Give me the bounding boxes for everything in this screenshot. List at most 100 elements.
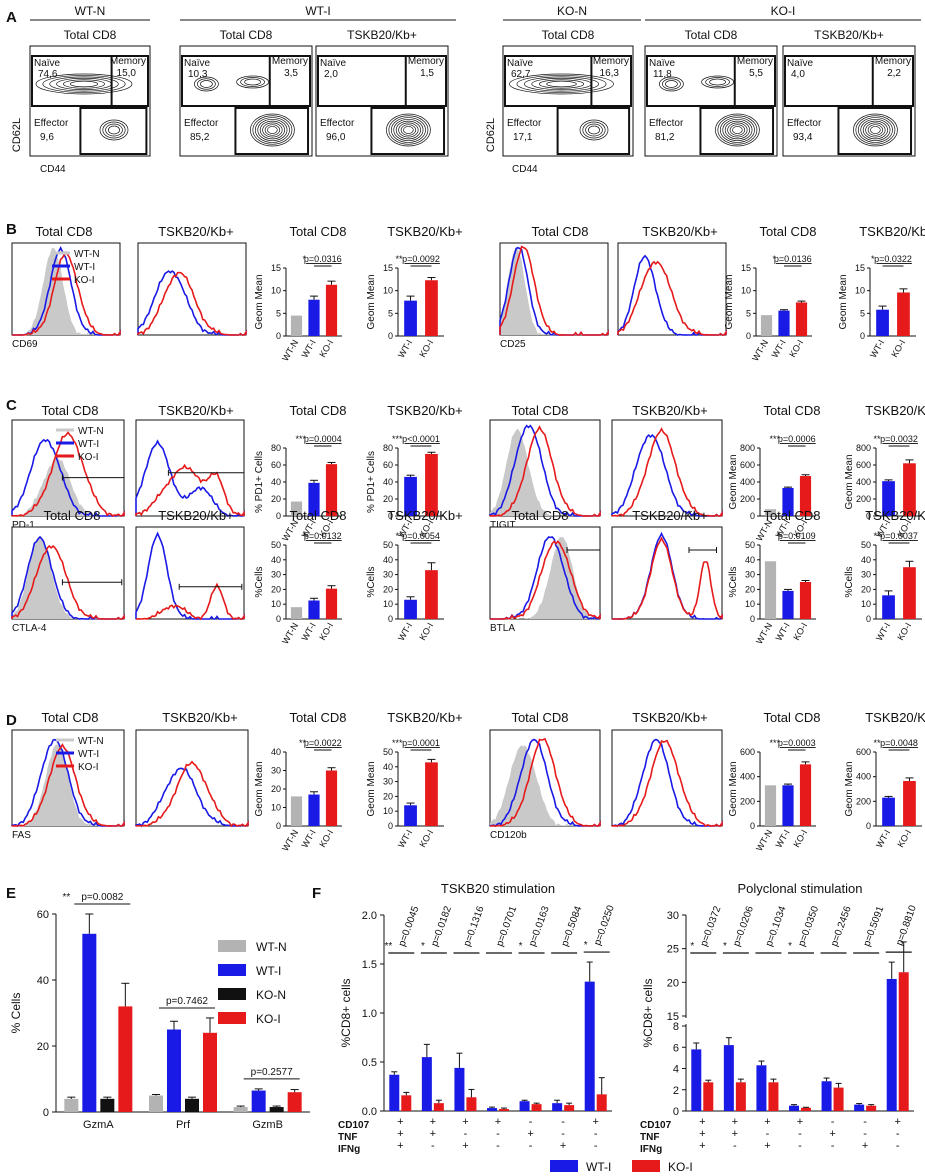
gate-effector — [79, 107, 148, 155]
memory-label: Memory — [593, 56, 629, 67]
contour-line — [262, 122, 283, 138]
y-tick-label: 20 — [667, 977, 679, 989]
significance-stars: *** — [392, 738, 403, 748]
bar-wt-i — [782, 487, 794, 516]
significance-stars: * — [302, 254, 306, 264]
significance-stars: * — [723, 941, 727, 952]
significance-stars: ** — [396, 531, 404, 541]
legend-label-wt-i: WT-I — [78, 439, 99, 450]
histogram-ko-i-line — [617, 260, 727, 336]
bar-ko-i — [833, 1087, 844, 1111]
y-tick-label: 30 — [383, 777, 393, 787]
condition-row-label: IFNg — [640, 1144, 662, 1155]
y-tick-label: 400 — [856, 772, 871, 782]
gate-effector — [556, 107, 631, 155]
x-tick-label: WT-N — [280, 338, 300, 363]
bar-ko-i — [795, 302, 808, 336]
y-tick-label: 0 — [750, 511, 755, 521]
hist-title: Total CD8 — [511, 710, 568, 725]
histogram-marker-label: CD25 — [500, 339, 526, 350]
naive-value: 62,7 — [511, 69, 531, 80]
p-value: p=0.0182 — [429, 904, 454, 948]
condition-sign: - — [594, 1140, 598, 1152]
memory-value: 3,5 — [284, 68, 298, 79]
condition-sign: - — [561, 1128, 565, 1140]
y-tick-label: 5 — [860, 308, 865, 318]
contour-line — [659, 76, 684, 92]
bar-wt-n — [290, 796, 303, 826]
legend-label-wt-n: WT-N — [256, 940, 287, 954]
y-tick-label: 0.0 — [362, 1106, 377, 1118]
y-tick-label: 1.5 — [362, 959, 377, 971]
contour-line — [400, 124, 417, 136]
y-axis-label: %Cells — [254, 566, 265, 597]
p-value: p=0.0250 — [592, 903, 617, 947]
y-tick-label: 5 — [746, 308, 751, 318]
condition-sign: + — [862, 1140, 868, 1152]
bar-ko-i — [903, 780, 916, 826]
contour-line — [99, 119, 129, 141]
y-tick-label: 800 — [856, 443, 871, 453]
histogram-ko-i-line — [490, 540, 601, 620]
bar-wt-i — [552, 1103, 563, 1111]
group-title: WT-I — [305, 4, 330, 18]
contour-line — [250, 113, 295, 147]
contour-line — [267, 126, 278, 134]
hist-title: Total CD8 — [531, 224, 588, 239]
contour-line — [701, 75, 734, 89]
naive-value: 4,0 — [791, 69, 805, 80]
bar-wt-n — [764, 509, 777, 516]
histogram-ko-i-line — [611, 427, 723, 517]
hist-title: Total CD8 — [511, 403, 568, 418]
y-axis-label: %Cells — [844, 566, 855, 597]
x-tick-label: KO-I — [417, 621, 435, 642]
bar-ko-i — [499, 1109, 509, 1111]
contour-line — [705, 77, 730, 87]
memory-label: Memory — [272, 56, 308, 67]
contour-line — [194, 76, 219, 92]
bar-chart-title: TSKB20/Kb+ — [387, 710, 463, 725]
contour-line — [531, 77, 592, 91]
y-tick-label: 0 — [388, 511, 393, 521]
y-tick-label: 10 — [383, 599, 393, 609]
bar-ko-i — [325, 770, 338, 826]
condition-sign: + — [699, 1140, 705, 1152]
significance-stars: * — [519, 941, 523, 952]
bar-wt-n — [760, 315, 773, 336]
bar-wt-i — [723, 1045, 734, 1111]
y-axis-label: Geom Mean — [724, 274, 735, 329]
y-tick-label: 60 — [383, 460, 393, 470]
significance-stars: * — [690, 941, 694, 952]
hist-title: TSKB20/Kb+ — [642, 224, 718, 239]
contour-line — [105, 123, 123, 137]
condition-sign: - — [496, 1128, 500, 1140]
y-tick-label: 1.0 — [362, 1008, 377, 1020]
bar-wt-i — [404, 599, 417, 619]
memory-label: Memory — [737, 56, 773, 67]
panel-label-e: E — [6, 885, 16, 902]
legend-label-ko-i: KO-I — [78, 452, 99, 463]
p-value: p=0.2456 — [829, 904, 854, 948]
x-tick-label: WT-I — [770, 338, 788, 359]
legend-label-ko-i: KO-I — [256, 1012, 281, 1026]
bar-ko-i — [596, 1094, 607, 1111]
bar-chart-title: TSKB20 stimulation — [441, 881, 555, 896]
bar-ko-i — [325, 284, 338, 336]
y-tick-label: 10 — [855, 286, 865, 296]
contour-line — [546, 80, 577, 88]
y-axis-label: % PD1+ Cells — [366, 451, 377, 513]
contour-line — [729, 124, 746, 136]
contour-line — [200, 80, 213, 88]
y-tick-label: 80 — [271, 443, 281, 453]
hist-title: Total CD8 — [511, 508, 568, 523]
y-tick-label: 20 — [271, 784, 281, 794]
gate-effector — [234, 107, 310, 155]
gate-naive-memory — [784, 55, 914, 107]
x-tick-label: KO-I — [791, 828, 809, 849]
y-tick-label: 10 — [383, 286, 393, 296]
y-tick-label: 20 — [861, 584, 871, 594]
y-axis-label: Geom Mean — [844, 761, 855, 816]
gate-naive-memory — [31, 55, 149, 107]
naive-label: Naïve — [649, 58, 676, 69]
y-axis-label: % PD1+ Cells — [254, 451, 265, 513]
